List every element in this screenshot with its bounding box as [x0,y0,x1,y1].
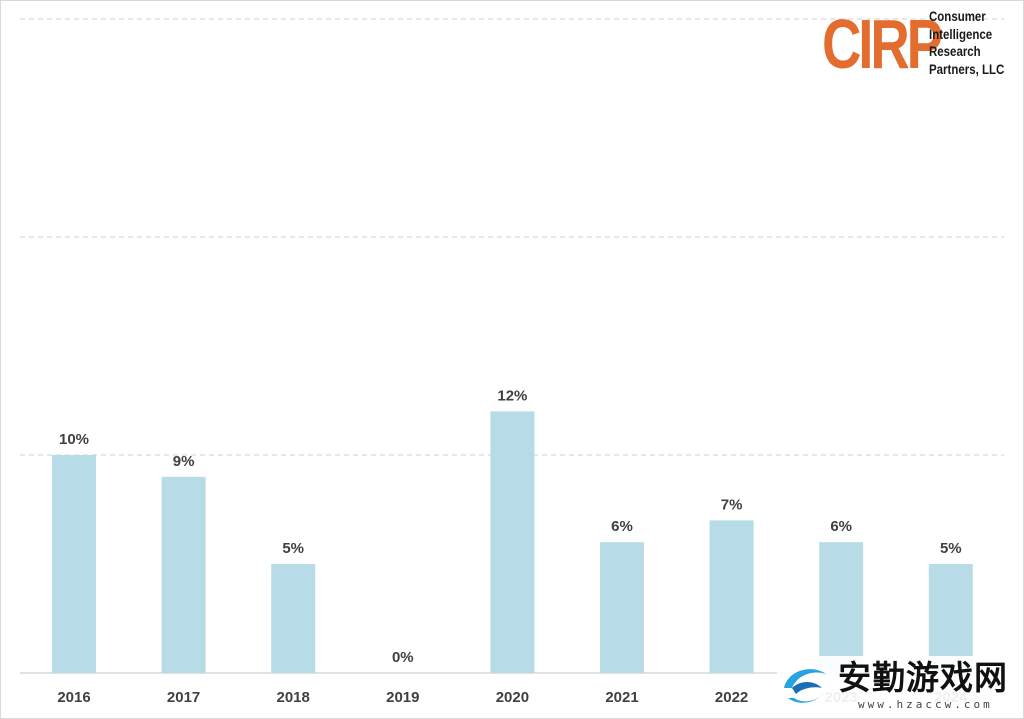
data-label-2021: 6% [611,518,633,535]
logo-company-name: Consumer Intelligence Research Partners,… [929,8,1004,78]
x-tick-2017: 2017 [167,689,200,706]
data-labels: 10% 9% 5% 0% 12% 6% 7% 6% 5% [59,387,962,666]
logo-line: Research [929,43,981,59]
x-tick-2020: 2020 [496,689,529,706]
bar-2018 [271,564,316,673]
bar-2016 [52,455,96,673]
bars [52,411,973,673]
site-watermark: 安勤游戏网 www.hzaccw.com [774,656,1020,716]
data-label-2023: 6% [830,518,852,535]
data-label-2022: 7% [721,496,743,513]
logo-line: Partners, LLC [929,60,1005,77]
swoosh-logo-icon [784,669,826,703]
watermark-title: 安勤游戏网 [838,658,1008,697]
logo-line: Intelligence [929,25,993,42]
watermark-url: www.hzaccw.com [858,698,993,711]
logo-line: Consumer [929,8,986,24]
data-label-2017: 9% [173,453,195,470]
bar-2021 [600,542,644,673]
x-tick-2021: 2021 [605,689,638,706]
gridlines [20,18,1004,456]
data-label-2020: 12% [497,387,527,404]
logo-mark: CIRP [822,5,943,83]
data-label-2024: 5% [940,540,962,557]
x-tick-2016: 2016 [57,689,90,706]
bar-2022 [709,520,754,673]
x-tick-2018: 2018 [277,689,310,706]
data-label-2019: 0% [392,649,414,666]
bar-2020 [490,411,535,673]
bar-2024 [928,564,973,673]
bar-2023 [819,542,864,673]
x-tick-2022: 2022 [715,689,748,706]
data-label-2016: 10% [59,431,89,448]
x-tick-labels: 201620172018201920202021202220232024 [57,689,968,706]
cirp-logo: CIRP Consumer Intelligence Research Part… [822,6,1020,82]
x-tick-2019: 2019 [386,689,419,706]
data-label-2018: 5% [282,540,304,557]
bar-2017 [161,476,206,673]
